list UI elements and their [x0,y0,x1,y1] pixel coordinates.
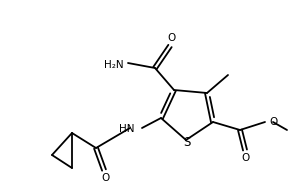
Text: O: O [269,117,277,127]
Text: O: O [167,33,175,43]
Text: O: O [241,153,249,163]
Text: S: S [183,137,191,150]
Text: HN: HN [119,124,134,134]
Text: H₂N: H₂N [104,60,124,70]
Text: O: O [102,173,110,183]
